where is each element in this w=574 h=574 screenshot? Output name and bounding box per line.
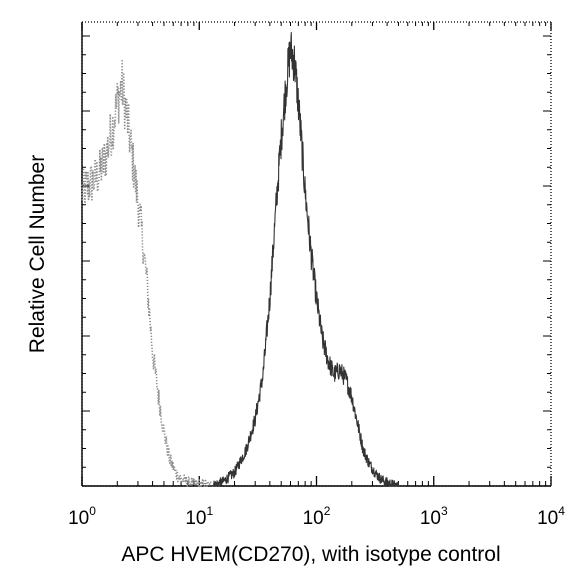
tick-exponent: 1: [206, 504, 213, 518]
tick-base: 10: [185, 508, 206, 529]
minor-ticks: [81, 22, 552, 487]
isotype-control-series: [81, 58, 212, 487]
x-axis-title: APC HVEM(CD270), with isotype control: [121, 543, 500, 566]
tick-base: 10: [420, 508, 441, 529]
x-tick-label: 103: [420, 504, 448, 529]
x-tick-label: 101: [185, 504, 213, 529]
series-layer: [81, 32, 400, 487]
tick-exponent: 2: [324, 504, 331, 518]
x-tick-label: 104: [537, 504, 565, 529]
tick-exponent: 4: [558, 504, 565, 518]
plot-frame: [81, 21, 552, 487]
x-tick-label: 102: [303, 504, 331, 529]
tick-exponent: 0: [89, 504, 96, 518]
tick-base: 10: [537, 508, 558, 529]
plot-border: [81, 21, 552, 487]
y-axis-title: Relative Cell Number: [26, 155, 49, 353]
tick-exponent: 3: [441, 504, 448, 518]
x-tick-labels: 100 101 102 103 104: [68, 504, 565, 529]
hvem-series: [210, 32, 400, 487]
x-tick-label: 100: [68, 504, 96, 529]
tick-base: 10: [303, 508, 324, 529]
tick-base: 10: [68, 508, 89, 529]
